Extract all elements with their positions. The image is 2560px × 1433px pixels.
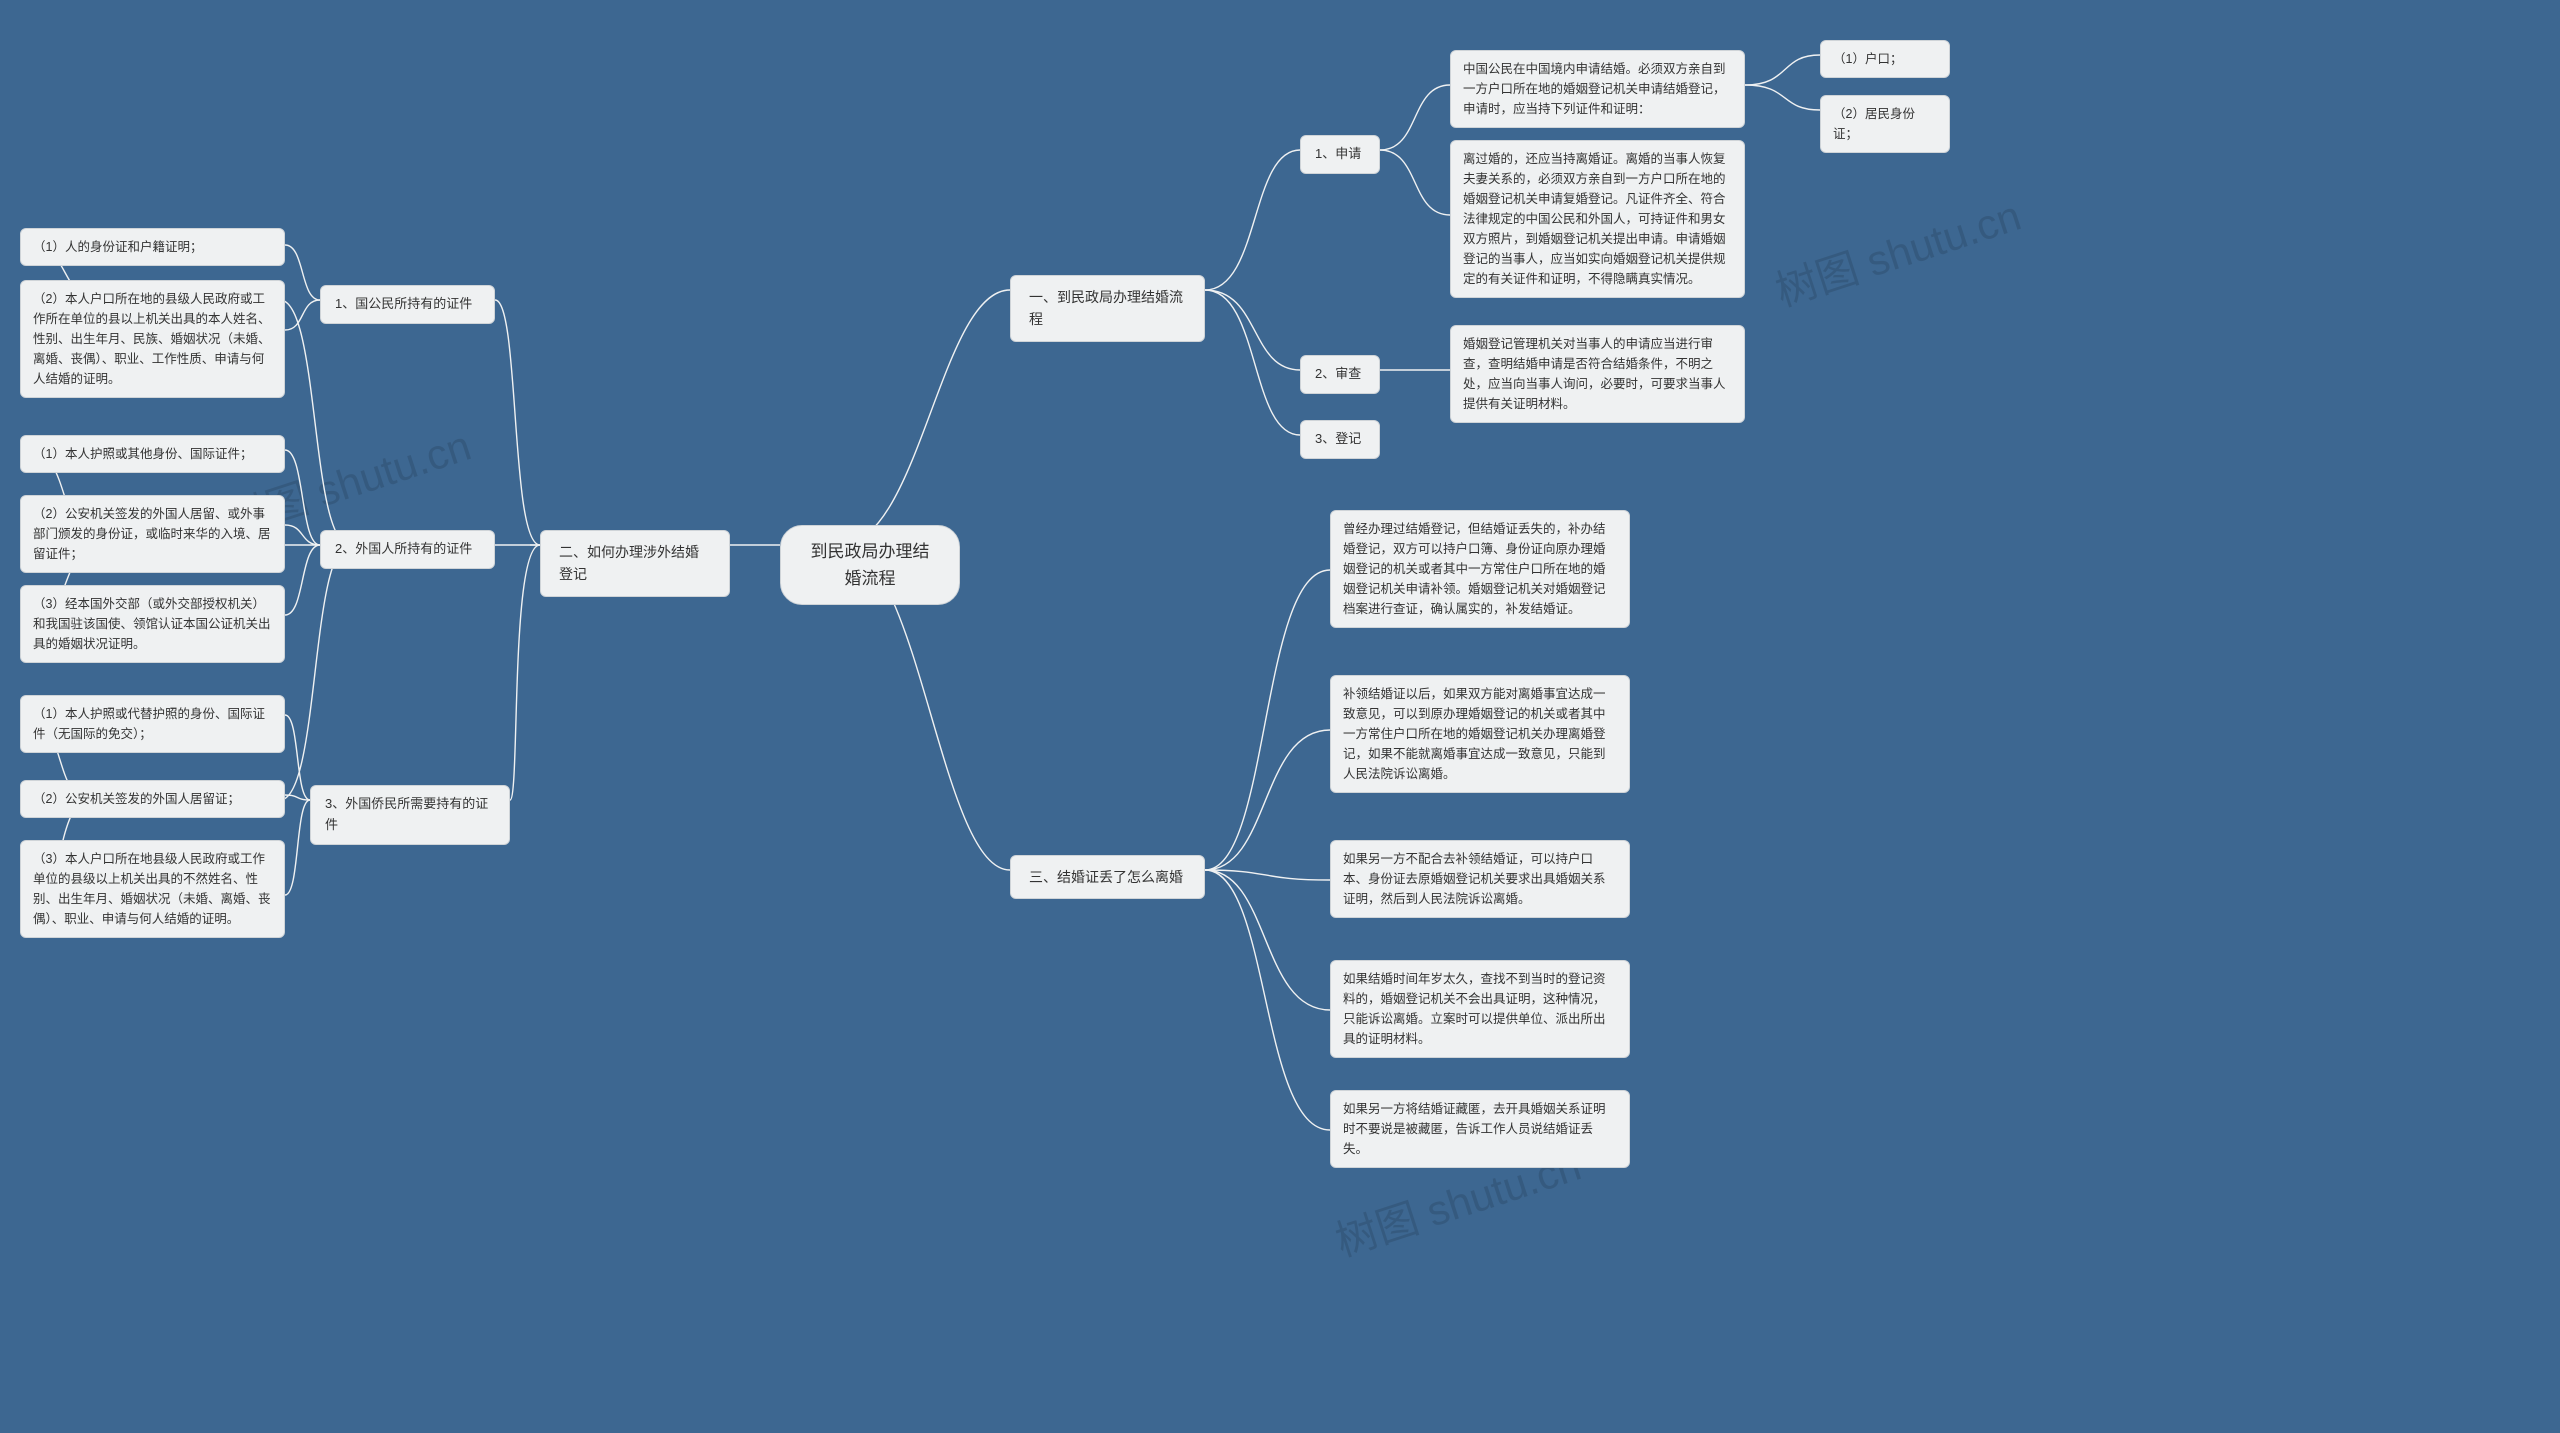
- edge-layer: [0, 0, 2560, 1433]
- node-r1b[interactable]: 2、审查: [1300, 355, 1380, 394]
- vis-l1b1[interactable]: （1）本人护照或其他身份、国际证件；: [20, 435, 285, 473]
- node-r2c[interactable]: 如果另一方不配合去补领结婚证，可以持户口本、身份证去原婚姻登记机关要求出具婚姻关…: [1330, 840, 1630, 918]
- vis-l1c3[interactable]: （3）本人户口所在地县级人民政府或工作单位的县级以上机关出具的不然姓名、性别、出…: [20, 840, 285, 938]
- vis-l1a2[interactable]: （2）本人户口所在地的县级人民政府或工作所在单位的县以上机关出具的本人姓名、性别…: [20, 280, 285, 398]
- node-r1a[interactable]: 1、申请: [1300, 135, 1380, 174]
- node-r1a2[interactable]: 离过婚的，还应当持离婚证。离婚的当事人恢复夫妻关系的，必须双方亲自到一方户口所在…: [1450, 140, 1745, 298]
- edge-layer-left-fix: [0, 0, 2560, 1433]
- edges-left-final: [0, 0, 2560, 1433]
- branch-r2[interactable]: 三、结婚证丢了怎么离婚: [1010, 855, 1205, 899]
- node-r1b1[interactable]: 婚姻登记管理机关对当事人的申请应当进行审查，查明结婚申请是否符合结婚条件，不明之…: [1450, 325, 1745, 423]
- node-l1a[interactable]: 1、国公民所持有的证件: [320, 285, 495, 324]
- node-r1c[interactable]: 3、登记: [1300, 420, 1380, 459]
- node-r2a[interactable]: 曾经办理过结婚登记，但结婚证丢失的，补办结婚登记，双方可以持户口簿、身份证向原办…: [1330, 510, 1630, 628]
- root-node[interactable]: 到民政局办理结婚流程: [780, 525, 960, 605]
- vis-l1b2[interactable]: （2）公安机关签发的外国人居留、或外事部门颁发的身份证，或临时来华的入境、居留证…: [20, 495, 285, 573]
- node-r1a1y[interactable]: （2）居民身份证；: [1820, 95, 1950, 153]
- vis-l1b3[interactable]: （3）经本国外交部（或外交部授权机关）和我国驻该国使、领馆认证本国公证机关出具的…: [20, 585, 285, 663]
- node-l1c[interactable]: 3、外国侨民所需要持有的证件: [310, 785, 510, 845]
- node-r2b[interactable]: 补领结婚证以后，如果双方能对离婚事宜达成一致意见，可以到原办理婚姻登记的机关或者…: [1330, 675, 1630, 793]
- branch-r1[interactable]: 一、到民政局办理结婚流程: [1010, 275, 1205, 342]
- node-r2d[interactable]: 如果结婚时间年岁太久，查找不到当时的登记资料的，婚姻登记机关不会出具证明，这种情…: [1330, 960, 1630, 1058]
- vis-l1c2[interactable]: （2）公安机关签发的外国人居留证；: [20, 780, 285, 818]
- vis-l1a1[interactable]: （1）人的身份证和户籍证明；: [20, 228, 285, 266]
- branch-l1[interactable]: 二、如何办理涉外结婚登记: [540, 530, 730, 597]
- edge-left: [0, 0, 2560, 1433]
- watermark: 树图 shutu.cn: [1767, 182, 2028, 319]
- vis-l1c1[interactable]: （1）本人护照或代替护照的身份、国际证件（无国际的免交）；: [20, 695, 285, 753]
- edges-redraw: [0, 0, 2560, 1433]
- node-r2e[interactable]: 如果另一方将结婚证藏匿，去开具婚姻关系证明时不要说是被藏匿，告诉工作人员说结婚证…: [1330, 1090, 1630, 1168]
- node-r1a1[interactable]: 中国公民在中国境内申请结婚。必须双方亲自到一方户口所在地的婚姻登记机关申请结婚登…: [1450, 50, 1745, 128]
- node-r1a1x[interactable]: （1）户口；: [1820, 40, 1950, 78]
- node-l1b[interactable]: 2、外国人所持有的证件: [320, 530, 495, 569]
